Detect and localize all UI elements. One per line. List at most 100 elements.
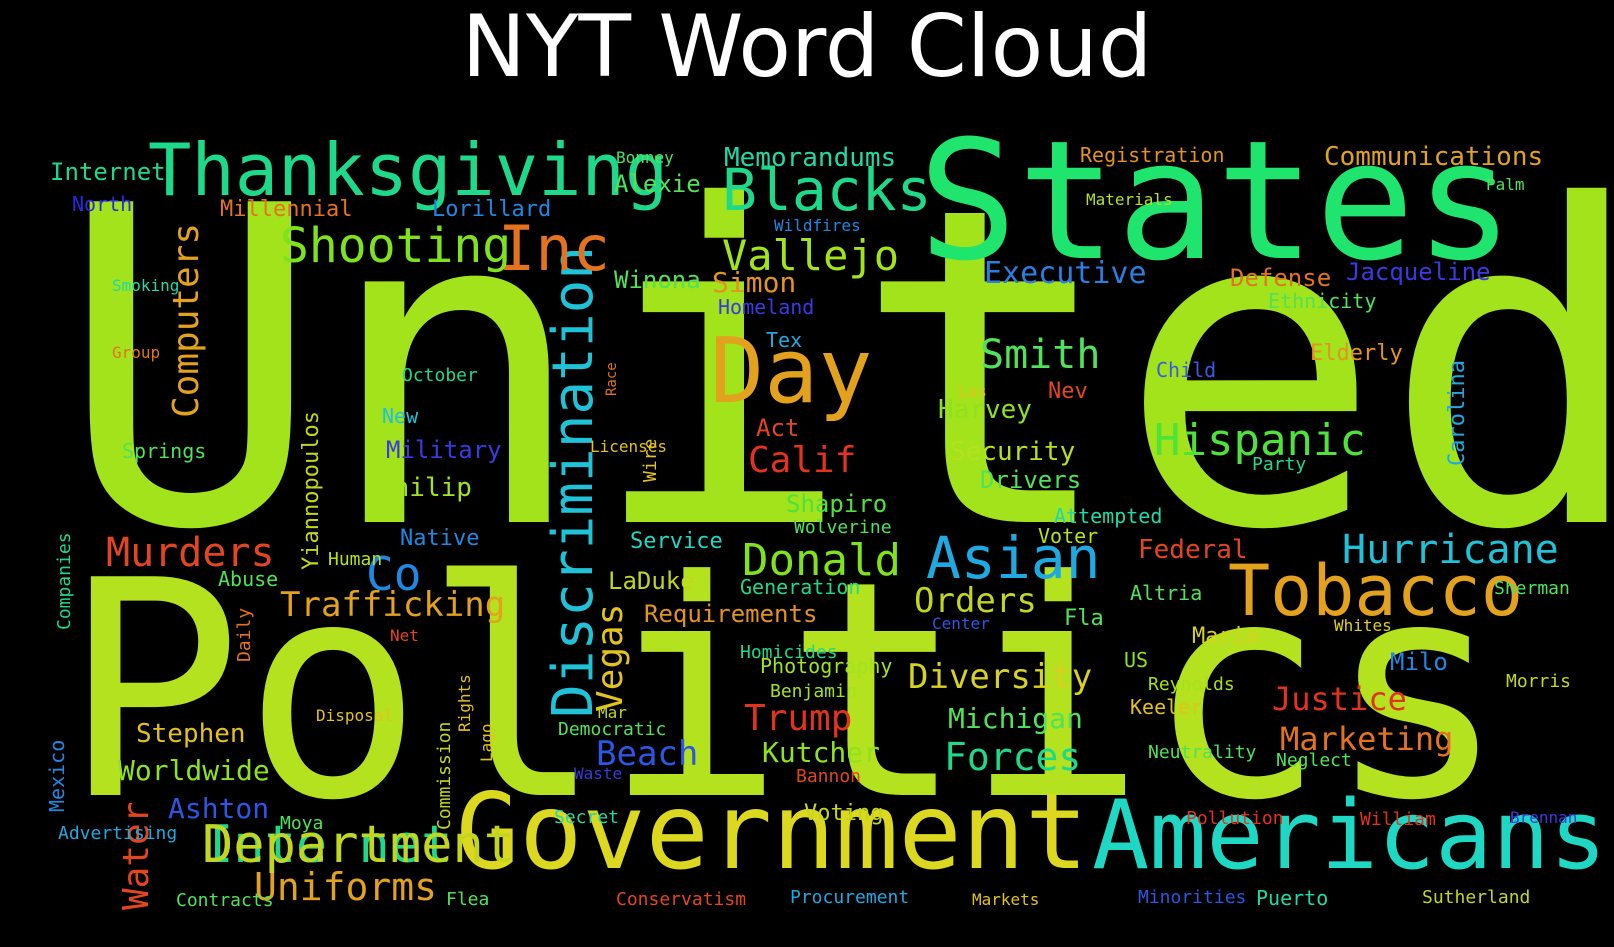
word-orders: Orders [914, 581, 1037, 621]
word-elderly: Elderly [1310, 341, 1403, 366]
word-states: States [918, 105, 1514, 297]
word-bonney: Bonney [616, 148, 674, 167]
word-philip: Philip [378, 473, 472, 503]
word-diversity: Diversity [908, 657, 1092, 697]
word-uniforms: Uniforms [254, 865, 437, 909]
word-federal: Federal [1138, 535, 1248, 565]
word-fla: Fla [1064, 606, 1104, 631]
word-waste: Waste [574, 764, 622, 783]
word-vallejo: Vallejo [722, 231, 899, 280]
word-murders: Murders [106, 530, 275, 576]
word-wire: Wire [640, 439, 661, 482]
word-ethnicity: Ethnicity [1268, 289, 1376, 313]
word-politics: Politics [62, 517, 1507, 866]
word-mexico: Mexico [45, 740, 69, 812]
word-whites: Whites [1334, 616, 1392, 635]
word-vegas: Vegas [590, 604, 631, 712]
word-internet: Internet [50, 158, 166, 186]
word-wolverine: Wolverine [794, 517, 892, 538]
word-service: Service [630, 529, 723, 554]
word-tex: Tex [766, 328, 802, 352]
word-minorities: Minorities [1138, 887, 1246, 908]
word-shooting: Shooting [280, 218, 511, 274]
word-contracts: Contracts [176, 890, 274, 911]
word-internet: Internet [202, 815, 452, 875]
word-calif: Calif [748, 440, 856, 481]
word-united: United [58, 114, 1614, 626]
word-party: Party [1252, 454, 1306, 475]
word-discrimination: Discrimination [541, 246, 606, 718]
word-trump: Trump [744, 698, 852, 739]
word-drivers: Drivers [980, 466, 1081, 494]
word-stephen: Stephen [136, 719, 246, 749]
word-hurricane: Hurricane [1342, 527, 1559, 573]
word-center: Center [932, 614, 990, 633]
word-communications: Communications [1324, 142, 1543, 172]
word-lorillard: Lorillard [432, 197, 551, 222]
word-generation: Generation [740, 575, 860, 599]
word-jacqueline: Jacqueline [1346, 258, 1491, 286]
word-october: October [402, 365, 478, 386]
word-conservatism: Conservatism [616, 889, 746, 910]
word-benjamin: Benjamin [770, 681, 857, 702]
word-yiannopoulos: Yiannopoulos [299, 411, 324, 570]
word-net: Net [390, 626, 419, 645]
word-hispanic: Hispanic [1154, 415, 1366, 466]
word-kutcher: Kutcher [762, 736, 880, 769]
word-wildfires: Wildfires [774, 216, 861, 235]
word-altria: Altria [1130, 581, 1202, 605]
word-asian: Asian [926, 524, 1101, 592]
word-neutrality: Neutrality [1148, 742, 1257, 763]
word-department: Department [202, 815, 515, 875]
word-flea: Flea [446, 889, 489, 910]
word-springs: Springs [122, 439, 206, 463]
word-carolina: Carolina [1445, 360, 1470, 466]
word-companies: Companies [54, 532, 75, 630]
word-millennial: Millennial [220, 197, 352, 222]
word-mar: Mar [598, 703, 627, 722]
word-michigan: Michigan [948, 702, 1083, 735]
word-sherman: Sherman [1494, 578, 1570, 599]
word-inc: Inc [498, 212, 610, 285]
word-human: Human [328, 549, 382, 570]
word-maria: Maria [1192, 624, 1258, 649]
word-abuse: Abuse [218, 567, 278, 591]
word-brennan: Brennan [1510, 808, 1577, 827]
word-forces: Forces [944, 735, 1081, 779]
word-morris: Morris [1506, 671, 1571, 692]
word-milo: Milo [1390, 648, 1448, 676]
word-race: Race [604, 362, 620, 396]
word-markets: Markets [972, 890, 1039, 909]
word-simon: Simon [712, 266, 796, 299]
word-procurement: Procurement [790, 887, 909, 908]
word-defense: Defense [1230, 264, 1331, 292]
word-secret: Secret [554, 807, 619, 828]
word-winona: Winona [614, 266, 701, 294]
word-us: US [1124, 648, 1148, 672]
word-group: Group [112, 343, 160, 362]
word-marketing: Marketing [1280, 720, 1453, 758]
word-moya: Moya [280, 813, 323, 834]
word-lago: Lago [477, 723, 496, 762]
word-neglect: Neglect [1276, 750, 1352, 771]
word-shapiro: Shapiro [786, 490, 887, 518]
word-advertising: Advertising [58, 823, 177, 844]
word-computers: Computers [166, 223, 207, 418]
word-voter: Voter [1038, 524, 1098, 548]
word-thanksgiving: Thanksgiving [148, 128, 668, 212]
word-commission: Commission [434, 722, 455, 830]
word-photography: Photography [760, 654, 892, 678]
word-keeler: Keeler [1130, 695, 1202, 719]
word-disposal: Disposal [316, 706, 393, 725]
word-laduke: LaDuke [608, 567, 695, 595]
word-rights: Rights [455, 674, 474, 732]
word-tobacco: Tobacco [1228, 550, 1523, 632]
word-executive: Executive [984, 256, 1147, 291]
word-north: North [72, 192, 132, 216]
word-las: Las [958, 382, 987, 401]
word-requirements: Requirements [644, 600, 817, 628]
word-bannon: Bannon [796, 766, 861, 787]
word-worldwide: Worldwide [118, 754, 270, 787]
word-sutherland: Sutherland [1422, 887, 1530, 908]
word-licenses: Licenses [590, 437, 667, 456]
